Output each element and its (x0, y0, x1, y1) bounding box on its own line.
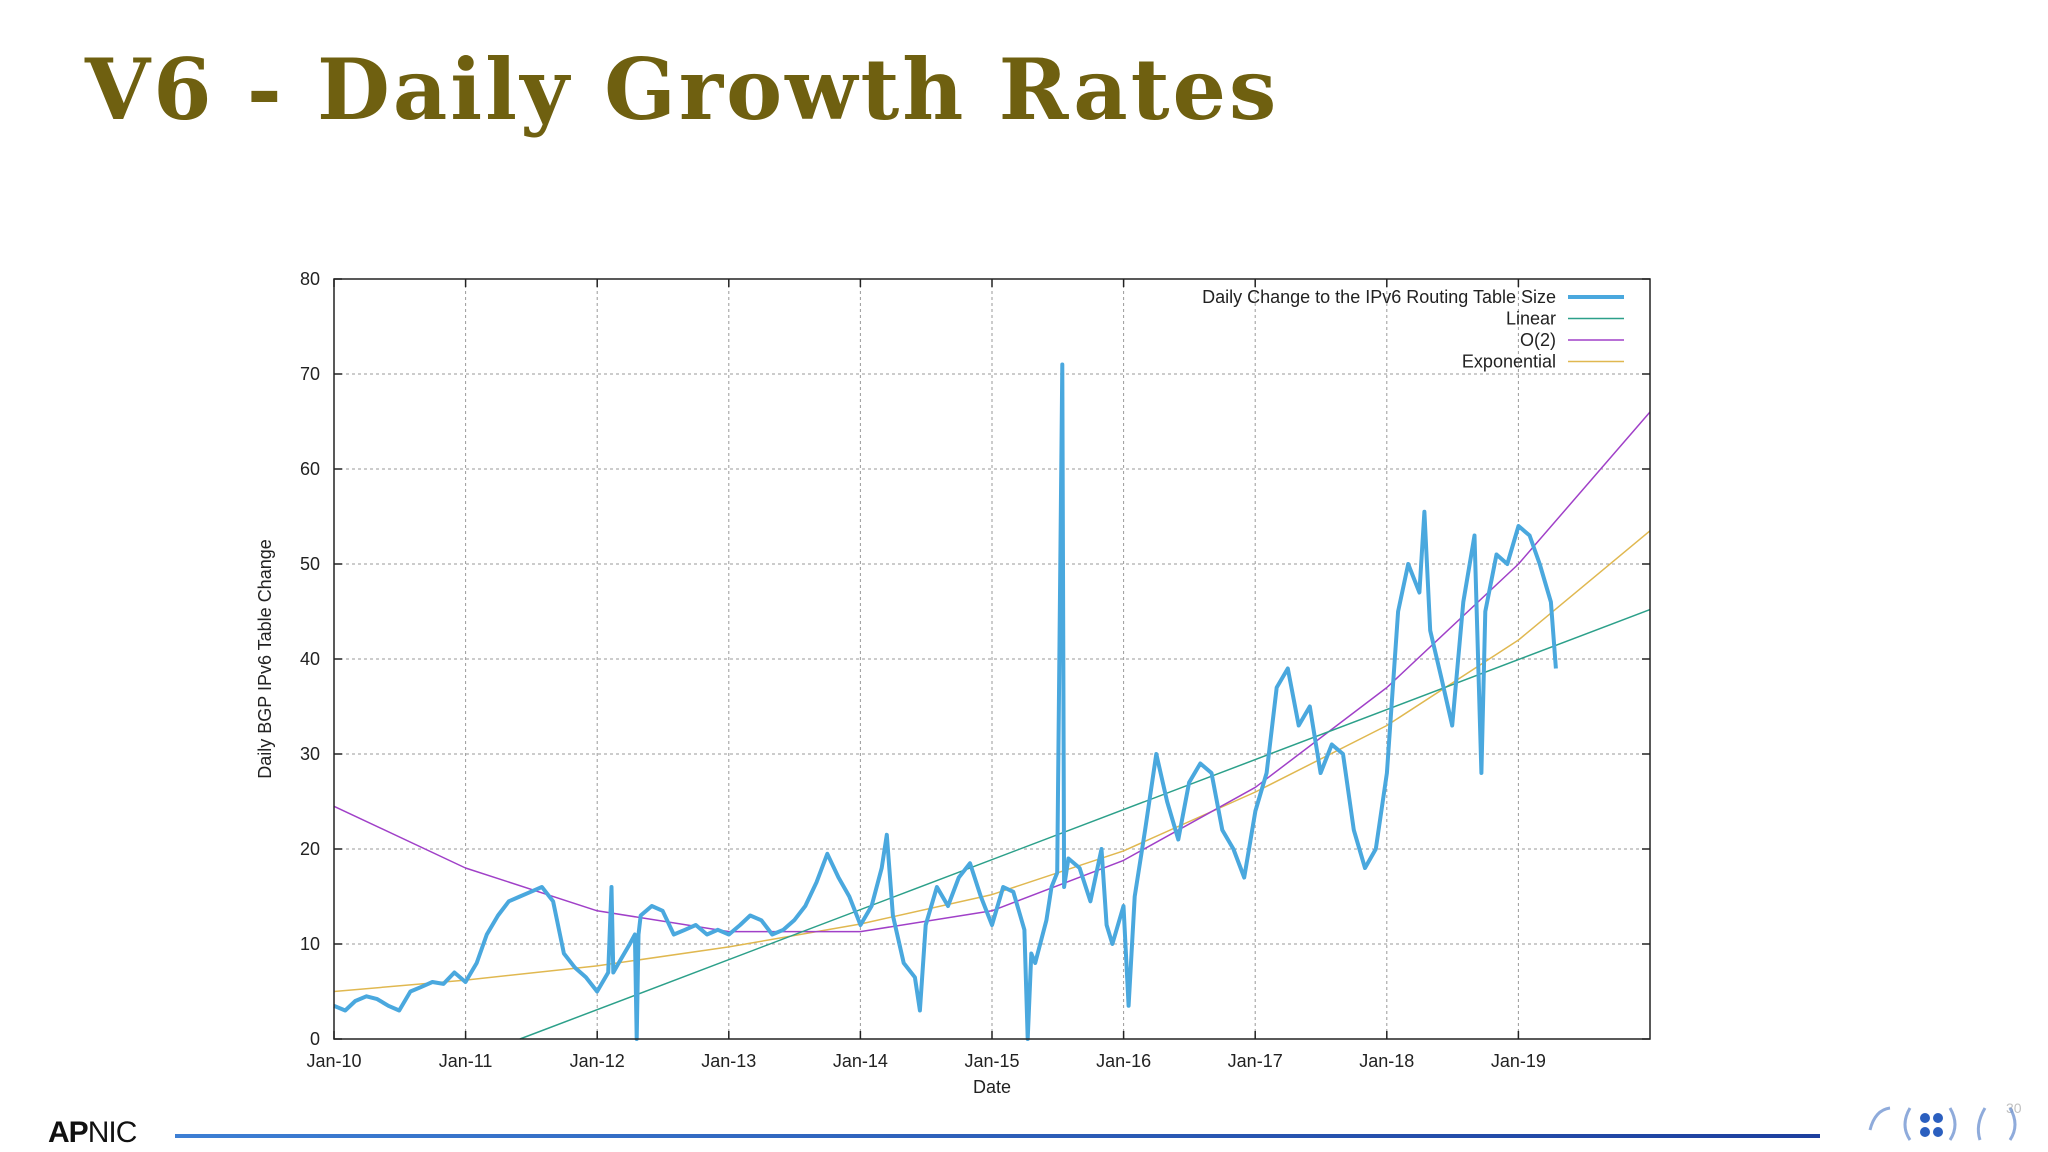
footer-divider (175, 1134, 1820, 1138)
y-tick-label: 40 (300, 649, 320, 669)
corner-logo-icon (1868, 1106, 2017, 1141)
y-tick-label: 70 (300, 364, 320, 384)
legend-daily-change-label: Daily Change to the IPv6 Routing Table S… (1202, 287, 1556, 307)
x-tick-label: Jan-14 (833, 1051, 888, 1071)
x-tick-label: Jan-10 (306, 1051, 361, 1071)
y-tick-label: 20 (300, 839, 320, 859)
chart-legend: Daily Change to the IPv6 Routing Table S… (1202, 287, 1624, 372)
x-tick-label: Jan-18 (1359, 1051, 1414, 1071)
apnic-logo-bold: AP (48, 1116, 89, 1149)
y-tick-label: 50 (300, 554, 320, 574)
series-exponential-line (333, 530, 1651, 993)
x-tick-label: Jan-13 (701, 1051, 756, 1071)
y-tick-label: 80 (300, 269, 320, 289)
x-tick-label: Jan-15 (964, 1051, 1019, 1071)
page-number: 30 (2006, 1100, 2022, 1116)
x-tick-label: Jan-12 (570, 1051, 625, 1071)
y-axis-title: Daily BGP IPv6 Table Change (255, 539, 275, 778)
series-linear-line (519, 608, 1651, 1040)
y-tick-label: 0 (310, 1029, 320, 1049)
x-tick-label: Jan-16 (1096, 1051, 1151, 1071)
apnic-logo: APNIC (48, 1116, 138, 1150)
x-axis-title: Date (973, 1077, 1011, 1097)
y-tick-label: 10 (300, 934, 320, 954)
apnic-logo-regular: NIC (87, 1116, 138, 1149)
chart-series (333, 362, 1651, 1041)
x-tick-label: Jan-17 (1228, 1051, 1283, 1071)
legend-o2-label: O(2) (1520, 330, 1556, 350)
legend-linear-label: Linear (1506, 309, 1556, 329)
legend-exponential-label: Exponential (1462, 352, 1556, 372)
chart-ticks: 0 10 20 30 40 50 60 70 80 Jan-10 Jan-11 Jan-12 Jan-1… (300, 269, 1650, 1071)
y-tick-label: 60 (300, 459, 320, 479)
series-o2-line (333, 411, 1651, 933)
slide-title: V6 - Daily Growth Rates (85, 40, 1280, 139)
series-daily-change-line (333, 362, 1558, 1041)
x-tick-label: Jan-11 (439, 1051, 493, 1071)
y-tick-label: 30 (300, 744, 320, 764)
x-tick-label: Jan-19 (1491, 1051, 1546, 1071)
